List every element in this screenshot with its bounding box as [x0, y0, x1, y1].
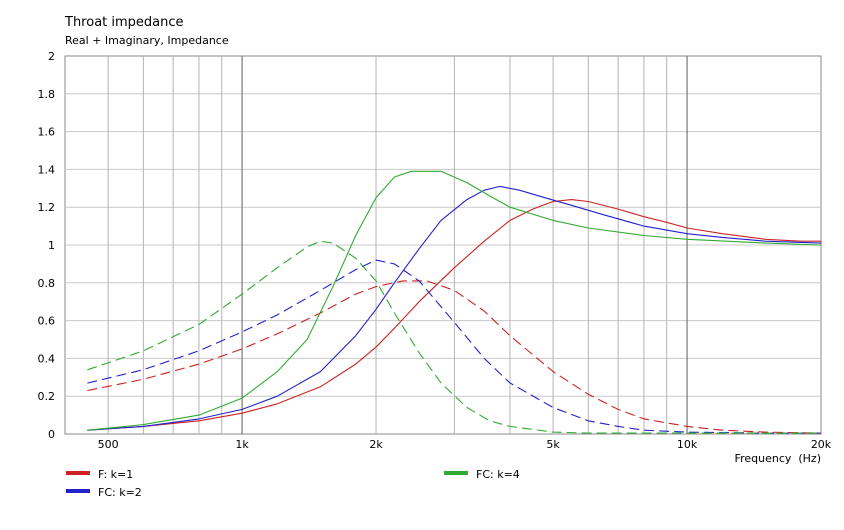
- legend-swatch: [444, 471, 468, 475]
- chart-title: Throat impedance: [64, 15, 184, 30]
- chart-subtitle: Real + Imaginary, Impedance: [65, 34, 229, 47]
- legend-swatch: [66, 489, 90, 493]
- y-axis-ticks: 0 0.2 0.4 0.6 0.8 1 1.2 1.4 1.6 1.8 2: [38, 50, 56, 441]
- series-lines: [87, 170, 822, 434]
- x-tick-label: 1k: [235, 438, 249, 451]
- legend-label: FC: k=4: [476, 468, 520, 481]
- legend: F: k=1 FC: k=2 FC: k=4: [66, 468, 520, 499]
- y-tick-label: 0.4: [38, 352, 56, 365]
- series-line-real: [87, 170, 822, 431]
- legend-label: F: k=1: [98, 468, 133, 481]
- y-tick-label: 1.6: [38, 126, 56, 139]
- y-tick-label: 2: [48, 50, 55, 63]
- y-tick-label: 0.2: [38, 390, 56, 403]
- series-line-real: [87, 199, 822, 431]
- y-tick-label: 1.2: [38, 201, 56, 214]
- x-axis-label: Frequency (Hz): [735, 452, 821, 465]
- x-tick-label: 20k: [811, 438, 832, 451]
- series-line-imaginary: [87, 259, 822, 434]
- y-tick-label: 0.8: [38, 277, 56, 290]
- legend-swatch: [66, 471, 90, 475]
- x-tick-label: 500: [98, 438, 119, 451]
- y-tick-label: 1.4: [38, 163, 56, 176]
- series-line-real: [87, 185, 822, 431]
- x-tick-label: 10k: [677, 438, 698, 451]
- legend-label: FC: k=2: [98, 486, 142, 499]
- y-tick-label: 1: [48, 239, 55, 252]
- y-tick-label: 0: [48, 428, 55, 441]
- y-tick-label: 0.6: [38, 315, 56, 328]
- y-tick-label: 1.8: [38, 88, 56, 101]
- x-axis-ticks: 500 1k 2k 5k 10k 20k: [98, 438, 832, 451]
- series-line-imaginary: [87, 280, 822, 434]
- grid-lines: [65, 56, 821, 434]
- x-tick-label: 5k: [546, 438, 560, 451]
- series-line-imaginary: [87, 240, 822, 434]
- x-tick-label: 2k: [369, 438, 383, 451]
